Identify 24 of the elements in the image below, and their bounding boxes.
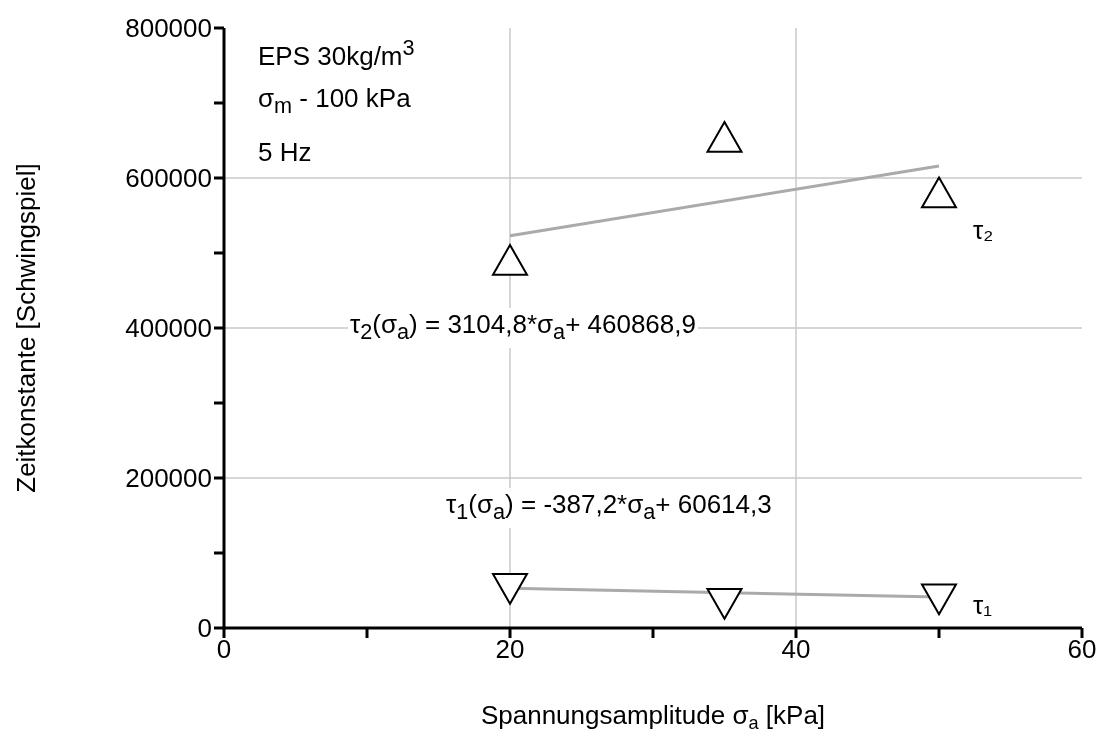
point [706,588,743,620]
y-tick-label: 0 [197,613,212,644]
x-tick-label: 40 [781,634,811,665]
point [492,573,528,605]
x-tick-label: 20 [495,634,525,665]
y-tick-label: 400000 [125,313,212,344]
series-label: τ₂ [973,215,994,246]
y-axis-title: Zeitkonstante [Schwingspiel] [10,163,41,493]
x-axis-title: Spannungsamplitude σ$_{a}$ [kPa] [480,700,826,734]
y-tick-label: 200000 [125,463,212,494]
annotation: 5 Hz [257,136,313,168]
annotation: τ$_{1}$(σ$_{a}$) = -387,2*σ$_{a}$+ 60614,3 [444,488,774,529]
y-tick-label: 800000 [125,13,212,44]
point [921,176,957,209]
annotation: EPS 30kg/m$^{3}$ [257,34,416,72]
x-tick-label: 0 [216,634,232,665]
point [921,583,957,616]
point [492,244,528,276]
x-tick-label: 60 [1067,634,1097,665]
point [706,121,743,153]
y-tick-label: 600000 [125,163,212,194]
series-label: τ₁ [973,590,993,621]
annotation: σ$_{m}$ - 100 kPa [257,82,412,121]
annotation: τ$_{2}$(σ$_{a}$) = 3104,8*σ$_{a}$+ 460868,9 [348,308,698,349]
